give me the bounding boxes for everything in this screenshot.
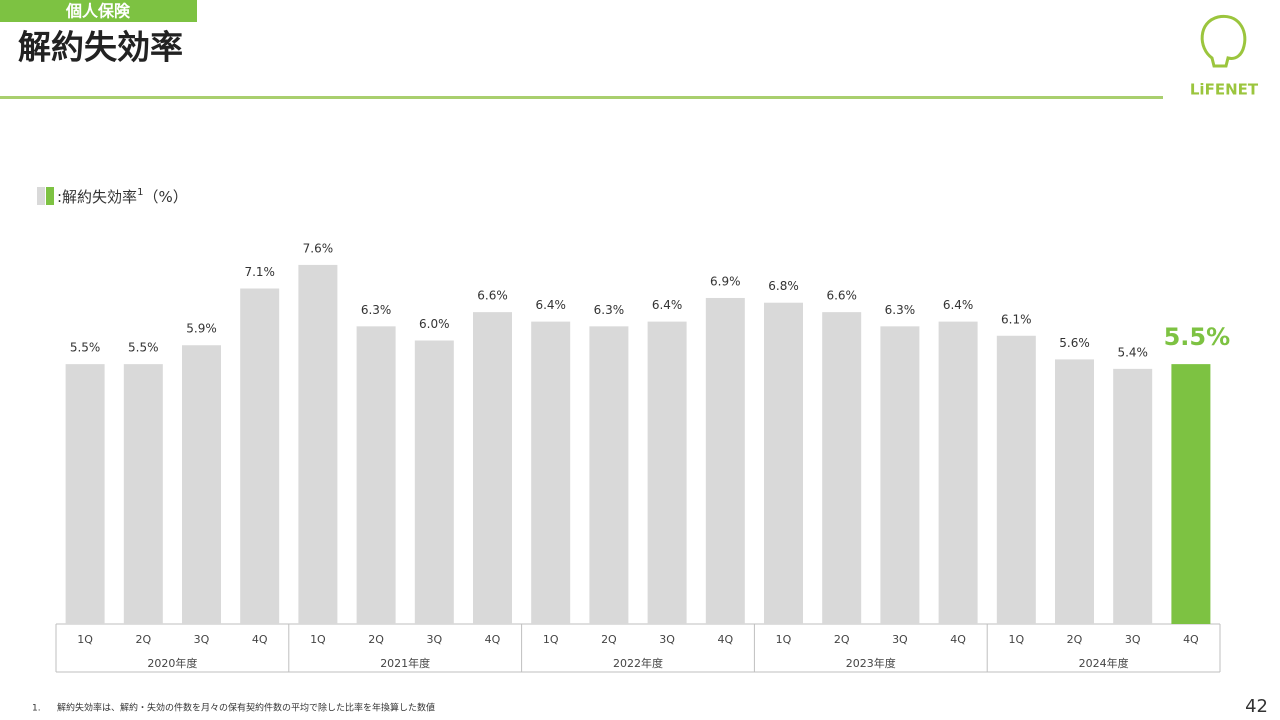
value-label: 6.1% [1001, 312, 1032, 326]
x-tick-label: 4Q [1183, 633, 1199, 646]
group-label: 2021年度 [380, 656, 430, 670]
x-tick-label: 4Q [252, 633, 268, 646]
header-rule [0, 96, 1163, 99]
bar [240, 288, 280, 624]
bar [764, 302, 803, 624]
bar [996, 335, 1036, 624]
x-tick-label: 1Q [1008, 633, 1024, 646]
group-label: 2020年度 [147, 656, 197, 670]
footnote-text: 解約失効率は、解約・失効の件数を月々の保有契約件数の平均で除した比率を年換算した… [57, 702, 435, 714]
value-label: 5.5% [1164, 323, 1231, 351]
bar [531, 321, 571, 624]
x-tick-label: 2Q [834, 633, 850, 646]
value-label: 6.4% [652, 298, 683, 312]
x-tick-label: 2Q [135, 633, 151, 646]
x-tick-label: 3Q [659, 633, 675, 646]
bar [65, 364, 105, 624]
value-label: 5.9% [186, 322, 217, 336]
x-tick-label: 1Q [776, 633, 792, 646]
x-tick-label: 1Q [77, 633, 93, 646]
page-number: 42 [1245, 696, 1268, 717]
x-tick-label: 3Q [1125, 633, 1141, 646]
x-tick-label: 2Q [1067, 633, 1083, 646]
value-label: 5.6% [1059, 336, 1090, 350]
x-tick-label: 4Q [717, 633, 733, 646]
bar [938, 321, 978, 624]
footnote-number: 1. [32, 704, 41, 714]
group-label: 2024年度 [1079, 656, 1129, 670]
value-label: 6.0% [419, 317, 450, 331]
x-tick-label: 3Q [892, 633, 908, 646]
value-label: 5.5% [128, 341, 159, 355]
logo-text: LiFENET [1190, 81, 1259, 99]
legend-note-ref: 1 [137, 187, 143, 198]
section-tag-bg [0, 0, 197, 22]
x-tick-label: 2Q [601, 633, 617, 646]
bar [123, 364, 163, 624]
bar [182, 345, 221, 624]
value-label: 6.3% [361, 303, 392, 317]
bar [822, 312, 862, 624]
value-label: 6.6% [826, 289, 857, 303]
bar [880, 326, 920, 624]
value-label: 6.4% [535, 298, 566, 312]
x-tick-label: 3Q [426, 633, 442, 646]
value-label: 6.3% [885, 303, 916, 317]
x-tick-label: 4Q [950, 633, 966, 646]
value-label: 7.6% [303, 241, 334, 255]
value-label: 6.8% [768, 279, 799, 293]
bar [647, 321, 687, 624]
bar [705, 297, 745, 624]
group-label: 2022年度 [613, 656, 663, 670]
x-tick-label: 1Q [543, 633, 559, 646]
bar [298, 264, 338, 624]
legend-swatch [37, 187, 45, 205]
bar [473, 312, 512, 624]
logo: LiFENET [1190, 14, 1259, 99]
legend-label: :解約失効率1（%） [57, 187, 188, 206]
value-label: 5.5% [70, 341, 101, 355]
x-tick-label: 2Q [368, 633, 384, 646]
bar [589, 326, 629, 624]
legend-unit: （%） [143, 188, 187, 206]
bar [356, 326, 396, 624]
group-label: 2023年度 [846, 656, 896, 670]
value-label: 6.9% [710, 274, 741, 288]
slide-title: 解約失効率 [18, 28, 183, 67]
bar [1171, 364, 1211, 624]
legend-name: :解約失効率 [57, 188, 137, 206]
bar [1113, 368, 1153, 624]
section-tag: 個人保険 [65, 2, 131, 21]
value-label: 6.6% [477, 289, 508, 303]
x-tick-label: 4Q [485, 633, 501, 646]
value-label: 5.4% [1117, 345, 1148, 359]
value-label: 6.3% [594, 303, 625, 317]
x-tick-label: 3Q [194, 633, 210, 646]
value-label: 6.4% [943, 298, 974, 312]
bar [1055, 359, 1094, 624]
bar [414, 340, 454, 624]
value-label: 7.1% [244, 265, 275, 279]
x-tick-label: 1Q [310, 633, 326, 646]
logo-mark [1200, 14, 1247, 68]
legend-swatch [46, 187, 54, 205]
